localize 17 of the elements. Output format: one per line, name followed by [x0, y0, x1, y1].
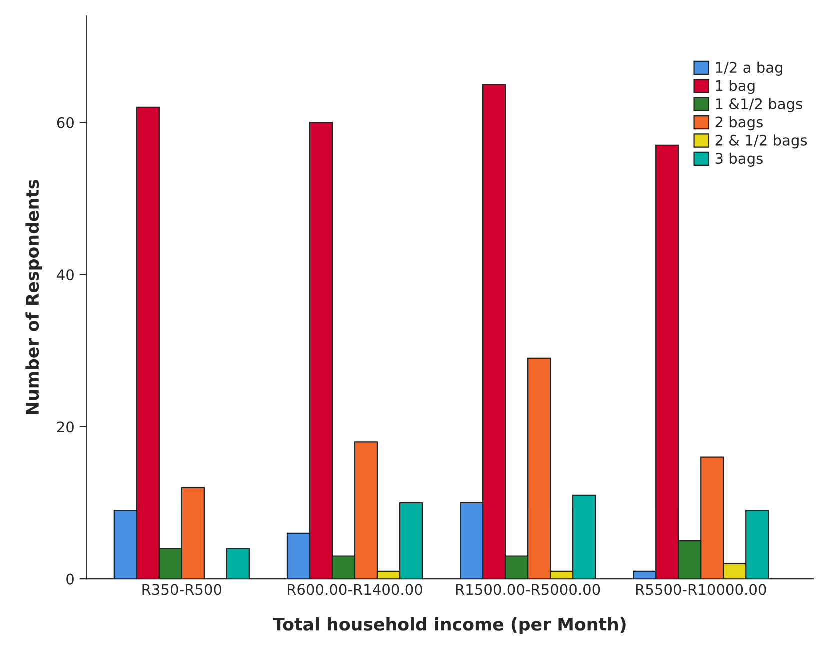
y-tick-label: 0 [66, 574, 74, 585]
y-tick-label: 40 [57, 270, 74, 281]
legend-label: 2 & 1/2 bags [716, 134, 808, 149]
x-tick-label: R5500-R10000.00 [636, 584, 766, 596]
legend-label: 1/2 a bag [716, 62, 783, 76]
y-tick-label: 60 [57, 117, 74, 128]
legend-label: 3 bags [716, 152, 763, 167]
x-tick-label: R350-R500 [142, 584, 222, 596]
x-tick-label: R600.00-R1400.00 [288, 584, 422, 596]
legend-label: 1 &1/2 bags [716, 98, 802, 112]
x-axis-title: Total household income (per Month) [273, 617, 626, 634]
legend-label: 1 bag [716, 80, 755, 94]
y-tick-label: 20 [57, 422, 74, 433]
x-tick-label: R1500.00-R5000.00 [456, 584, 600, 596]
legend-label: 2 bags [716, 116, 763, 131]
bar [226, 548, 250, 580]
y-axis-title: Number of Respondents [26, 180, 42, 414]
